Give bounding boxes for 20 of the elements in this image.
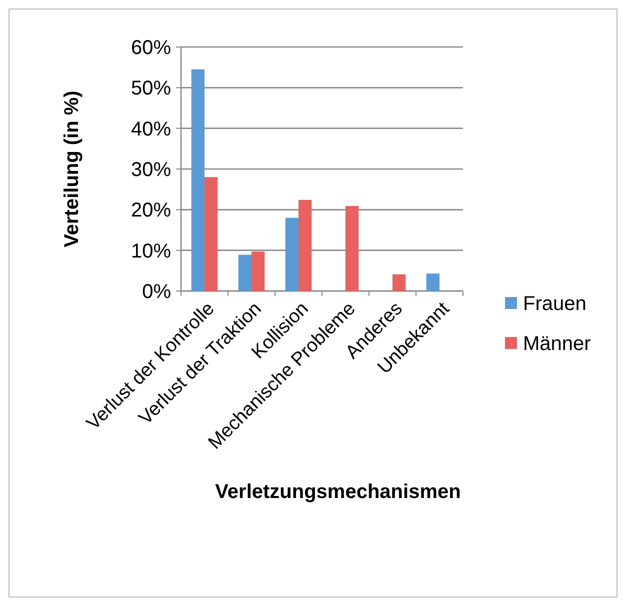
bar — [204, 177, 218, 291]
y-tick-label: 20% — [130, 200, 172, 222]
bar — [426, 274, 440, 291]
y-tick-label: 0% — [142, 281, 172, 303]
bar — [392, 274, 406, 291]
bar — [191, 69, 204, 291]
x-axis-title: Verletzungsmechanismen — [215, 481, 461, 503]
y-axis-title: Verteilung (in %) — [61, 90, 83, 248]
y-tick-label: 40% — [130, 118, 172, 140]
bar — [238, 254, 252, 291]
bar — [298, 200, 312, 291]
legend-label: Männer — [523, 333, 592, 355]
y-tick-label: 60% — [130, 37, 172, 59]
bar — [252, 252, 265, 291]
y-tick-label: 10% — [130, 240, 172, 262]
legend-label: Frauen — [523, 293, 586, 315]
bar — [285, 218, 298, 291]
bar — [346, 206, 359, 291]
y-tick-label: 50% — [130, 78, 172, 100]
y-tick-label: 30% — [130, 159, 172, 181]
